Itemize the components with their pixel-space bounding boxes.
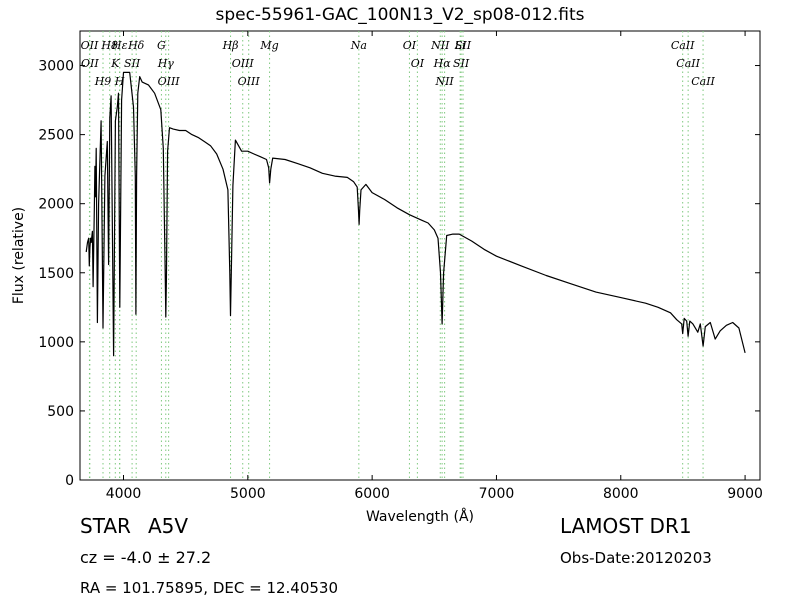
y-axis-label: Flux (relative) bbox=[11, 207, 27, 304]
spectral-line-label: SII bbox=[453, 57, 470, 70]
spectral-line-label: SII bbox=[455, 39, 472, 52]
y-tick-label: 0 bbox=[65, 473, 74, 489]
spectral-line-label: H9 bbox=[94, 75, 112, 88]
object-class: STAR bbox=[80, 514, 131, 538]
coordinates-text: RA = 101.75895, DEC = 12.40530 bbox=[80, 579, 339, 597]
spectral-line-label: Na bbox=[350, 39, 367, 52]
observation-date: Obs-Date:20120203 bbox=[560, 549, 712, 567]
spectral-line-label: OIII bbox=[158, 75, 181, 88]
spectral-line-label: Hδ bbox=[127, 39, 145, 52]
redshift-text: cz = -4.0 ± 27.2 bbox=[80, 548, 212, 567]
y-tick-label: 1500 bbox=[38, 266, 74, 282]
spectral-line-label: CaII bbox=[691, 75, 715, 88]
plot-frame bbox=[79, 30, 761, 481]
y-tick-label: 2500 bbox=[38, 128, 74, 144]
spectral-line-label: H8 bbox=[100, 39, 118, 52]
x-tick-label: 8000 bbox=[603, 486, 639, 502]
spectral-line-label: Hα bbox=[433, 57, 452, 70]
x-tick-label: 7000 bbox=[479, 486, 515, 502]
y-tick-label: 1000 bbox=[38, 335, 74, 351]
spectral-line-label: Mg bbox=[259, 39, 278, 52]
spectral-line-label: CaII bbox=[676, 57, 700, 70]
spectral-line-label: G bbox=[157, 39, 166, 52]
x-tick-label: 9000 bbox=[727, 486, 763, 502]
x-tick-label: 5000 bbox=[230, 486, 266, 502]
spectral-line-label: SII bbox=[124, 57, 141, 70]
spectral-line-label: NII bbox=[434, 75, 454, 88]
spectral-line-label: K bbox=[110, 57, 120, 70]
spectral-line-label: CaII bbox=[671, 39, 695, 52]
x-axis-label: Wavelength (Å) bbox=[366, 508, 474, 525]
x-tick-label: 6000 bbox=[354, 486, 390, 502]
spectral-line-label: Li bbox=[454, 39, 466, 52]
spectral-line-label: OIII bbox=[238, 75, 261, 88]
chart-title: spec-55961-GAC_100N13_V2_sp08-012.fits bbox=[215, 5, 585, 25]
y-tick-label: 3000 bbox=[38, 59, 74, 75]
spectral-line-label: OI bbox=[403, 39, 417, 52]
y-tick-label: 2000 bbox=[38, 197, 74, 213]
spectral-line-label: OIII bbox=[232, 57, 255, 70]
object-subclass: A5V bbox=[148, 514, 189, 538]
spectrum-line bbox=[85, 71, 746, 357]
spectral-line-label: OII bbox=[81, 39, 99, 52]
survey-label: LAMOST DR1 bbox=[560, 514, 692, 538]
spectral-line-label: H bbox=[114, 75, 125, 88]
spectral-line-label: Hε bbox=[111, 39, 128, 52]
spectral-line-label: Hβ bbox=[222, 39, 239, 52]
spectral-line-label: Hγ bbox=[157, 57, 175, 70]
y-tick-label: 500 bbox=[47, 404, 74, 420]
spectral-line-label: OII bbox=[81, 57, 99, 70]
spectral-line-label: OI bbox=[411, 57, 425, 70]
x-tick-label: 4000 bbox=[106, 486, 142, 502]
spectral-line-label: NII bbox=[430, 39, 450, 52]
